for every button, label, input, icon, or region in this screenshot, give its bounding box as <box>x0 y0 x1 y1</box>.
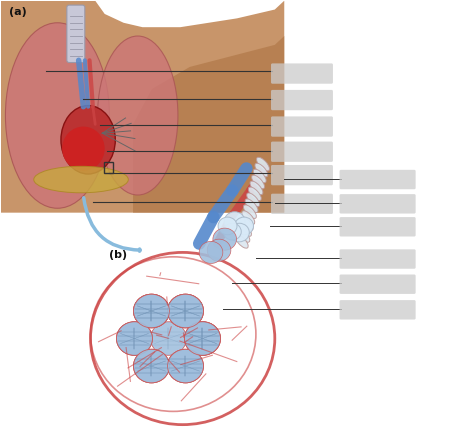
FancyBboxPatch shape <box>67 5 85 62</box>
Circle shape <box>167 349 203 383</box>
Circle shape <box>117 322 153 355</box>
Text: (a): (a) <box>9 8 27 17</box>
Bar <box>104 162 113 173</box>
Circle shape <box>134 349 169 383</box>
Circle shape <box>207 239 231 261</box>
Ellipse shape <box>242 211 255 225</box>
FancyBboxPatch shape <box>339 217 416 237</box>
FancyBboxPatch shape <box>271 165 333 185</box>
Circle shape <box>218 217 237 235</box>
Polygon shape <box>133 36 284 213</box>
Circle shape <box>134 294 169 328</box>
Circle shape <box>199 241 223 264</box>
FancyBboxPatch shape <box>271 194 333 214</box>
Ellipse shape <box>98 36 178 195</box>
Ellipse shape <box>5 23 109 208</box>
Ellipse shape <box>256 157 269 171</box>
Circle shape <box>224 212 245 231</box>
Circle shape <box>167 349 203 383</box>
Circle shape <box>134 294 169 328</box>
Ellipse shape <box>238 223 251 236</box>
Circle shape <box>235 217 254 235</box>
Ellipse shape <box>253 169 266 183</box>
FancyBboxPatch shape <box>339 300 416 319</box>
FancyBboxPatch shape <box>339 194 416 214</box>
Circle shape <box>184 322 220 355</box>
FancyBboxPatch shape <box>339 170 416 189</box>
FancyBboxPatch shape <box>271 142 333 162</box>
Circle shape <box>167 294 203 328</box>
Ellipse shape <box>250 181 263 194</box>
Circle shape <box>151 322 186 355</box>
Circle shape <box>167 294 203 328</box>
Circle shape <box>134 349 169 383</box>
Circle shape <box>117 322 153 355</box>
Circle shape <box>223 223 241 240</box>
FancyBboxPatch shape <box>339 249 416 269</box>
Circle shape <box>184 322 220 355</box>
Ellipse shape <box>34 166 128 193</box>
Circle shape <box>117 322 153 355</box>
Circle shape <box>167 349 203 383</box>
Ellipse shape <box>245 199 258 213</box>
Ellipse shape <box>235 234 248 248</box>
Ellipse shape <box>248 187 261 201</box>
Ellipse shape <box>255 163 268 177</box>
FancyBboxPatch shape <box>271 63 333 84</box>
Ellipse shape <box>62 127 105 171</box>
Ellipse shape <box>244 205 256 218</box>
Circle shape <box>184 322 220 355</box>
FancyBboxPatch shape <box>271 117 333 137</box>
Circle shape <box>167 294 203 328</box>
FancyBboxPatch shape <box>339 275 416 294</box>
Polygon shape <box>0 1 284 213</box>
Circle shape <box>213 228 237 250</box>
Circle shape <box>229 223 249 242</box>
Circle shape <box>134 294 169 328</box>
Ellipse shape <box>252 175 264 189</box>
Circle shape <box>167 294 203 328</box>
Ellipse shape <box>237 229 250 242</box>
Text: (b): (b) <box>109 250 128 260</box>
Ellipse shape <box>240 217 253 230</box>
FancyBboxPatch shape <box>271 90 333 110</box>
Circle shape <box>134 349 169 383</box>
Circle shape <box>134 294 169 328</box>
Ellipse shape <box>247 193 260 206</box>
Circle shape <box>184 322 220 355</box>
Ellipse shape <box>61 105 115 174</box>
